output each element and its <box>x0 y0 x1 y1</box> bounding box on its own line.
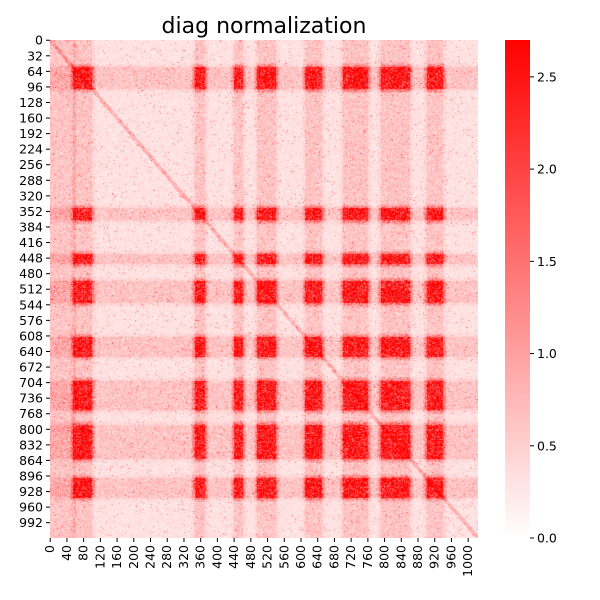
colorbar-tick-label: 0.5 <box>537 438 557 453</box>
y-tick-label: 32 <box>27 48 43 63</box>
y-tick-label: 96 <box>27 79 43 94</box>
x-tick-label: 360 <box>193 545 208 569</box>
y-tick-label: 352 <box>19 204 43 219</box>
y-tick-label: 288 <box>19 173 43 188</box>
x-axis: 0 40 80 120 160 200 240 280 320 360 400 440 480 520 56… <box>42 538 475 577</box>
x-tick-label: 520 <box>260 545 275 569</box>
y-tick-label: 672 <box>19 360 43 375</box>
colorbar: 0.0 0.5 1.0 1.5 2.0 2.5 <box>505 40 557 546</box>
y-tick-label: 864 <box>19 453 43 468</box>
y-tick-label: 448 <box>19 251 43 266</box>
colorbar-ticks: 0.0 0.5 1.0 1.5 2.0 2.5 <box>530 69 557 546</box>
x-tick-label: 720 <box>343 545 358 569</box>
y-tick-label: 256 <box>19 157 43 172</box>
x-tick-label: 840 <box>393 545 408 569</box>
y-tick-label: 224 <box>19 142 43 157</box>
y-tick-label: 736 <box>19 391 43 406</box>
x-tick-label: 960 <box>443 545 458 569</box>
y-tick-label: 992 <box>19 515 43 530</box>
x-tick-label: 80 <box>76 545 91 561</box>
x-tick-label: 880 <box>410 545 425 569</box>
x-tick-label: 640 <box>310 545 325 569</box>
y-tick-label: 768 <box>19 406 43 421</box>
colorbar-tick-label: 0.0 <box>537 531 557 546</box>
colorbar-tick-label: 2.5 <box>537 69 557 84</box>
x-tick-label: 280 <box>159 545 174 569</box>
y-axis: 0326496128160192224256288320352384416448… <box>19 33 50 530</box>
x-tick-label: 440 <box>226 545 241 569</box>
colorbar-tick-label: 1.5 <box>537 254 557 269</box>
x-tick-label: 760 <box>360 545 375 569</box>
colorbar-gradient <box>505 40 530 538</box>
y-tick-label: 896 <box>19 468 43 483</box>
y-tick-label: 160 <box>19 111 43 126</box>
heatmap-plot-area <box>50 40 478 538</box>
y-tick-label: 416 <box>19 235 43 250</box>
y-tick-label: 480 <box>19 266 43 281</box>
y-tick-label: 704 <box>19 375 43 390</box>
heatmap-image <box>50 40 478 538</box>
x-tick-label: 160 <box>109 545 124 569</box>
x-tick-label: 40 <box>59 545 74 561</box>
x-tick-label: 800 <box>377 545 392 569</box>
colorbar-tick-label: 2.0 <box>537 162 557 177</box>
y-tick-label: 640 <box>19 344 43 359</box>
x-tick-label: 920 <box>427 545 442 569</box>
x-tick-label: 200 <box>126 545 141 569</box>
x-tick-label: 400 <box>209 545 224 569</box>
y-tick-label: 800 <box>19 422 43 437</box>
y-tick-label: 928 <box>19 484 43 499</box>
y-tick-label: 960 <box>19 500 43 515</box>
x-tick-label: 480 <box>243 545 258 569</box>
x-tick-label: 680 <box>326 545 341 569</box>
y-tick-label: 608 <box>19 328 43 343</box>
y-tick-label: 544 <box>19 297 43 312</box>
y-tick-label: 128 <box>19 95 43 110</box>
x-tick-label: 560 <box>276 545 291 569</box>
chart-title: diag normalization <box>162 14 367 39</box>
colorbar-tick-label: 1.0 <box>537 346 557 361</box>
y-tick-label: 512 <box>19 282 43 297</box>
y-tick-label: 320 <box>19 188 43 203</box>
y-tick-label: 64 <box>27 64 43 79</box>
x-tick-label: 240 <box>143 545 158 569</box>
x-tick-label: 0 <box>42 545 57 553</box>
x-tick-label: 600 <box>293 545 308 569</box>
y-tick-label: 0 <box>35 33 43 48</box>
x-tick-label: 120 <box>92 545 107 569</box>
y-tick-label: 576 <box>19 313 43 328</box>
x-tick-label: 320 <box>176 545 191 569</box>
y-tick-label: 384 <box>19 219 43 234</box>
x-tick-label: 1000 <box>460 545 475 577</box>
y-tick-label: 832 <box>19 437 43 452</box>
y-tick-label: 192 <box>19 126 43 141</box>
